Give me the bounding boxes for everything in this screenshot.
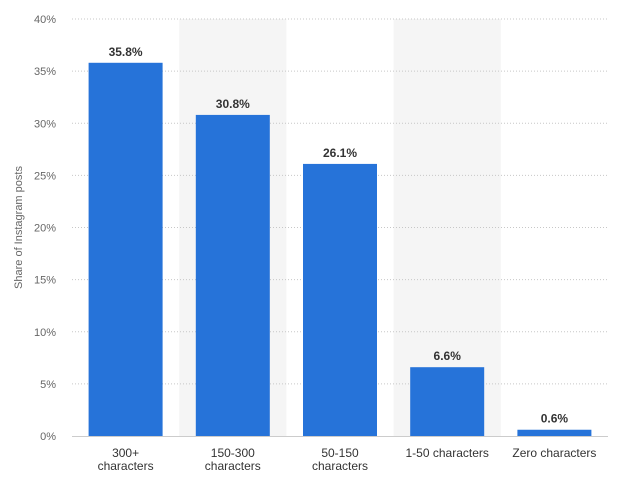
y-tick-label: 40% bbox=[34, 14, 56, 26]
bar bbox=[410, 367, 485, 436]
y-tick-label: 15% bbox=[34, 275, 56, 287]
bar bbox=[303, 163, 377, 436]
y-axis-title: Share of Instagram posts bbox=[13, 166, 25, 289]
bar-value-label: 0.6% bbox=[541, 412, 569, 426]
bar-value-label: 35.8% bbox=[109, 45, 143, 59]
y-tick-label: 10% bbox=[34, 327, 56, 339]
bar bbox=[195, 114, 270, 436]
bar-value-label: 6.6% bbox=[434, 349, 462, 363]
x-tick-label: 150-300 characters bbox=[205, 446, 261, 473]
y-axis-ticks: 0% 5% 10% 15% 20% 25% 30% 35% 40% bbox=[34, 14, 56, 443]
y-tick-label: 35% bbox=[34, 66, 56, 78]
x-tick-label: 50-150 characters bbox=[312, 446, 368, 473]
bar-value-label: 26.1% bbox=[323, 146, 357, 160]
x-tick-label: Zero characters bbox=[512, 446, 596, 460]
x-tick-label: 300+ characters bbox=[98, 446, 154, 473]
bar bbox=[88, 62, 163, 436]
x-tick-label: 1-50 characters bbox=[406, 446, 489, 460]
y-tick-label: 0% bbox=[40, 431, 56, 443]
y-tick-label: 20% bbox=[34, 223, 56, 235]
y-tick-label: 5% bbox=[40, 379, 56, 391]
bar-value-label: 30.8% bbox=[216, 97, 250, 111]
value-labels: 35.8% 30.8% 26.1% 6.6% 0.6% bbox=[109, 45, 569, 426]
x-axis-labels: 300+ characters 150-300 characters 50-150 cha… bbox=[98, 446, 597, 473]
y-tick-label: 30% bbox=[34, 118, 56, 130]
y-tick-label: 25% bbox=[34, 170, 56, 182]
bars bbox=[88, 62, 592, 436]
bar bbox=[517, 429, 592, 436]
